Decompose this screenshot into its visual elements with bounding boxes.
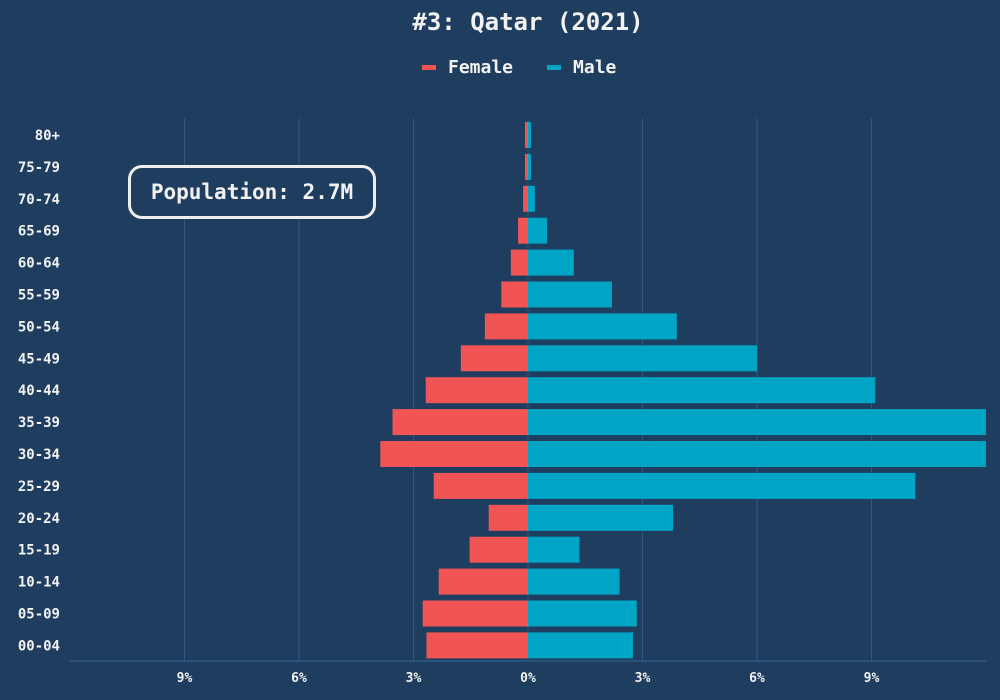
y-tick-label: 80+ xyxy=(35,128,60,144)
y-tick-label: 05-09 xyxy=(18,607,60,623)
bar-male xyxy=(528,249,574,276)
y-tick-label: 75-79 xyxy=(18,160,60,176)
y-tick-label: 15-19 xyxy=(18,543,60,559)
bar-female xyxy=(524,122,528,148)
x-tick-label: 3% xyxy=(406,671,422,686)
x-tick-label: 9% xyxy=(864,671,880,686)
y-tick-label: 55-59 xyxy=(18,288,60,304)
x-tick-label: 3% xyxy=(635,671,651,686)
bars xyxy=(380,122,986,659)
y-tick-label: 35-39 xyxy=(18,415,60,431)
bar-female xyxy=(433,472,528,499)
bar-female xyxy=(392,409,528,436)
x-tick-label: 6% xyxy=(749,671,765,686)
legend-label-female: Female xyxy=(448,57,514,78)
bar-female xyxy=(518,217,528,244)
bar-female xyxy=(460,345,528,372)
bar-female xyxy=(426,632,528,659)
bar-male xyxy=(528,632,633,659)
bar-male xyxy=(528,600,637,627)
legend-swatch-male xyxy=(547,65,562,70)
population-annotation: Population: 2.7M xyxy=(128,165,376,219)
bar-male xyxy=(528,441,986,467)
bar-male xyxy=(528,345,757,372)
bar-female xyxy=(524,153,528,180)
legend-label-male: Male xyxy=(573,57,617,78)
bar-male xyxy=(528,568,620,595)
y-tick-label: 45-49 xyxy=(18,351,60,367)
bar-male xyxy=(528,153,532,180)
bar-male xyxy=(528,409,986,436)
bar-male xyxy=(528,536,580,563)
bar-male xyxy=(528,377,876,404)
y-tick-label: 25-29 xyxy=(18,479,60,495)
bar-female xyxy=(469,536,528,563)
bar-female xyxy=(438,568,528,595)
bar-male xyxy=(528,185,535,212)
bar-male xyxy=(528,217,548,244)
bar-male xyxy=(528,313,677,340)
bar-female xyxy=(501,281,528,308)
y-tick-label: 40-44 xyxy=(18,383,60,399)
bar-female xyxy=(425,377,528,404)
x-tick-label: 9% xyxy=(177,671,193,686)
x-tick-label: 6% xyxy=(291,671,307,686)
y-tick-label: 00-04 xyxy=(18,638,60,654)
bar-male xyxy=(528,122,532,148)
y-tick-label: 60-64 xyxy=(18,256,60,272)
y-tick-label: 65-69 xyxy=(18,224,60,240)
bar-female xyxy=(523,185,528,212)
bar-female xyxy=(422,600,528,627)
bar-female xyxy=(484,313,528,340)
chart-title: #3: Qatar (2021) xyxy=(412,8,644,36)
y-tick-label: 20-24 xyxy=(18,511,60,527)
bar-female xyxy=(488,504,528,531)
legend-swatch-female xyxy=(422,65,436,70)
bar-male xyxy=(528,472,916,499)
x-tick-label: 0% xyxy=(520,671,536,686)
bar-female xyxy=(380,441,528,467)
legend-item-female: Female xyxy=(422,57,513,78)
legend-item-male: Male xyxy=(547,57,616,78)
y-tick-label: 30-34 xyxy=(18,447,60,463)
y-tick-label: 10-14 xyxy=(18,575,60,591)
bar-male xyxy=(528,504,674,531)
bar-male xyxy=(528,281,612,308)
y-tick-label: 50-54 xyxy=(18,319,60,335)
legend: Female Male xyxy=(422,57,616,78)
y-tick-label: 70-74 xyxy=(18,192,60,208)
bar-female xyxy=(510,249,528,276)
